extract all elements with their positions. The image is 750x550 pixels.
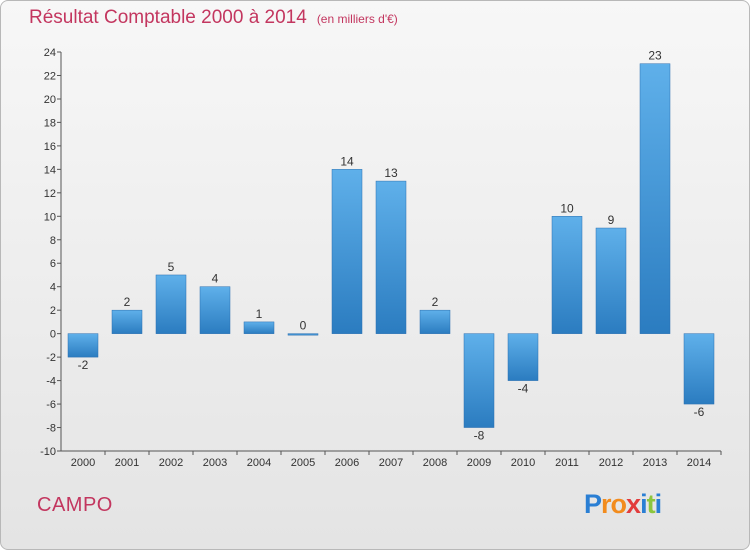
logo-letter: r <box>601 489 611 519</box>
bar <box>243 321 275 334</box>
bars <box>67 63 715 428</box>
data-label: 10 <box>560 201 574 215</box>
bar <box>287 333 319 336</box>
y-tick-label: 12 <box>44 188 56 200</box>
y-tick-label: 10 <box>44 211 56 223</box>
data-label: -8 <box>474 429 485 443</box>
bar <box>331 169 363 334</box>
y-tick-label: 24 <box>44 47 56 59</box>
chart-title-main: Résultat Comptable 2000 à 2014 <box>29 7 307 28</box>
data-label: 2 <box>432 295 439 309</box>
x-tick-label: 2004 <box>247 457 271 469</box>
x-tick-label: 2008 <box>423 457 447 469</box>
x-tick-label: 2012 <box>599 457 623 469</box>
logo-letter: x <box>626 489 641 519</box>
x-tick-label: 2011 <box>555 457 579 469</box>
commune-name: CAMPO <box>37 494 113 516</box>
logo-letter: i <box>654 489 662 519</box>
data-label: 9 <box>608 213 615 227</box>
x-tick-label: 2010 <box>511 457 535 469</box>
y-tick-label: 14 <box>44 164 56 176</box>
x-tick-label: 2003 <box>203 457 227 469</box>
y-tick-label: 22 <box>44 70 56 82</box>
x-tick-label: 2014 <box>687 457 711 469</box>
y-tick-label: -10 <box>40 446 56 458</box>
data-label: 4 <box>212 272 219 286</box>
y-tick-label: 18 <box>44 117 56 129</box>
x-tick-label: 2002 <box>159 457 183 469</box>
bar <box>375 180 407 334</box>
data-label: 1 <box>256 307 263 321</box>
bar <box>419 309 451 334</box>
y-tick-label: -6 <box>46 399 56 411</box>
y-tick-label: -2 <box>46 352 56 364</box>
y-tick-label: 8 <box>50 235 56 247</box>
proxiti-logo: Proxiti <box>584 489 662 520</box>
x-tick-label: 2000 <box>71 457 95 469</box>
x-tick-label: 2006 <box>335 457 359 469</box>
y-tick-label: 6 <box>50 258 56 270</box>
bar <box>111 309 143 334</box>
y-tick-label: 2 <box>50 305 56 317</box>
y-tick-label: 0 <box>50 329 56 341</box>
chart-title-unit: (en milliers d'€) <box>316 12 398 26</box>
data-label: -6 <box>694 405 705 419</box>
data-label: 0 <box>300 319 307 333</box>
logo-letter: i <box>640 489 647 519</box>
bar <box>463 333 495 428</box>
bar <box>595 227 627 334</box>
x-tick-label: 2001 <box>115 457 139 469</box>
bar <box>67 333 99 358</box>
chart-title: Résultat Comptable 2000 à 2014 (en millie… <box>29 7 398 29</box>
y-tick-label: 20 <box>44 94 56 106</box>
data-label: 14 <box>340 154 354 168</box>
data-label: 13 <box>384 166 398 180</box>
x-tick-label: 2007 <box>379 457 403 469</box>
bar <box>155 274 187 334</box>
data-label: -4 <box>518 382 529 396</box>
bar <box>551 216 583 334</box>
logo-letter: o <box>610 489 627 519</box>
data-label: -2 <box>78 358 89 372</box>
bar <box>639 63 671 334</box>
bar <box>199 286 231 334</box>
x-axis: 2000 2001 2002 2003 2004 2005 2006 2007 2008 2009… <box>61 450 722 469</box>
bar <box>683 333 715 405</box>
x-tick-label: 2009 <box>467 457 491 469</box>
data-label: 5 <box>168 260 175 274</box>
y-tick-label: -4 <box>46 376 56 388</box>
y-tick-label: 4 <box>50 282 56 294</box>
data-label: 2 <box>124 295 131 309</box>
y-tick-label: 16 <box>44 141 56 153</box>
y-tick-label: -8 <box>46 423 56 435</box>
logo-letter: P <box>584 489 602 519</box>
x-tick-label: 2013 <box>643 457 667 469</box>
x-tick-label: 2005 <box>291 457 315 469</box>
bar <box>507 333 539 381</box>
logo-letter: t <box>646 489 656 519</box>
data-label: 23 <box>648 49 662 63</box>
